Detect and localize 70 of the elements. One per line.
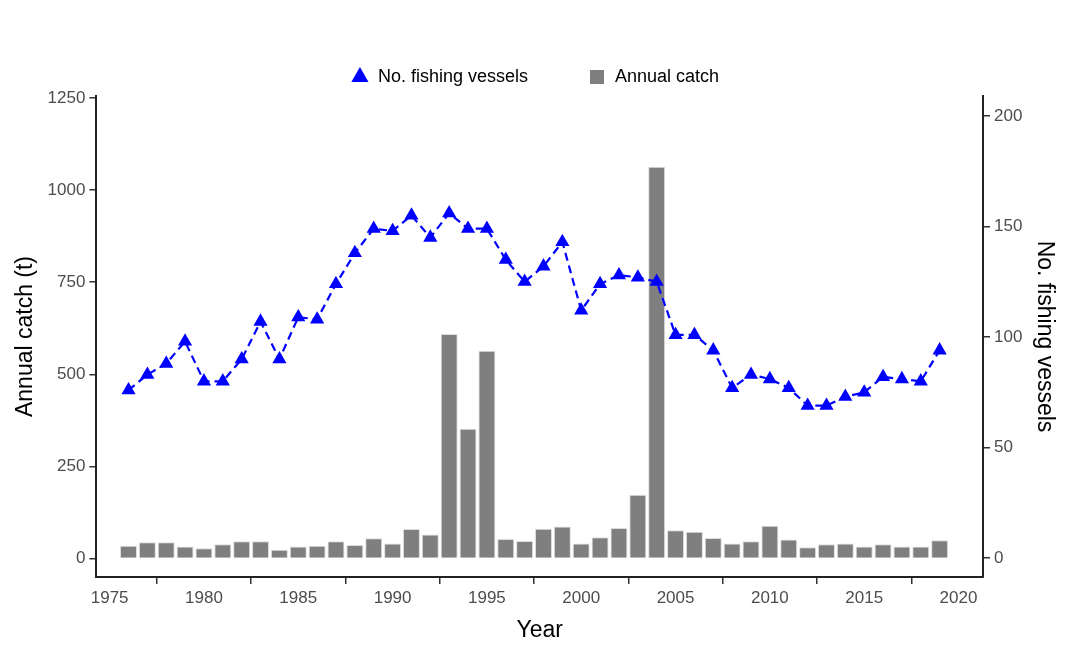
point — [537, 259, 550, 271]
point — [839, 389, 852, 401]
point — [706, 343, 720, 355]
point — [612, 268, 626, 280]
point — [499, 252, 513, 264]
point — [744, 367, 758, 379]
point — [461, 221, 475, 233]
point — [386, 223, 399, 235]
point — [895, 371, 909, 384]
point — [574, 303, 588, 315]
y-tick-label: 250 — [57, 456, 86, 476]
point — [197, 374, 211, 386]
x-tick-label: 2015 — [845, 587, 884, 607]
point — [593, 276, 607, 289]
point — [367, 221, 381, 233]
y2-axis-title: No. fishing vessels — [1032, 240, 1059, 433]
y-tick-label: 750 — [57, 271, 86, 291]
legend-label: No. fishing vessels — [377, 65, 529, 86]
point — [631, 270, 645, 282]
x-tick-label: 1985 — [279, 587, 318, 607]
y2-tick-label: 200 — [994, 105, 1023, 125]
point — [159, 356, 173, 368]
y-tick-label: 1250 — [47, 87, 86, 107]
y2-tick-label: 0 — [994, 547, 1004, 567]
point — [273, 352, 286, 364]
legend-label: Annual catch — [615, 65, 720, 86]
x-tick-label: 1980 — [185, 587, 223, 607]
point — [688, 327, 701, 339]
point — [782, 380, 796, 393]
point — [329, 276, 343, 289]
point — [933, 343, 946, 355]
x-axis-title: Year — [516, 615, 564, 642]
point — [801, 398, 814, 410]
point — [348, 245, 362, 258]
y-axis-title: Annual catch (t) — [11, 255, 38, 418]
y-tick-label: 0 — [75, 548, 86, 568]
point — [725, 380, 739, 393]
point — [254, 314, 267, 326]
point — [518, 274, 531, 286]
point — [424, 230, 437, 242]
point — [820, 398, 833, 410]
x-tick-label: 2000 — [562, 587, 601, 607]
x-tick-label: 1975 — [90, 587, 129, 607]
x-tick-label: 2020 — [939, 587, 978, 607]
point — [480, 221, 494, 233]
point — [857, 385, 871, 397]
y-tick-label: 1000 — [47, 179, 86, 199]
point — [669, 327, 682, 339]
point — [310, 312, 324, 324]
x-tick-label: 1995 — [467, 587, 506, 607]
point — [405, 208, 418, 220]
point — [141, 367, 154, 379]
point — [216, 374, 230, 386]
point — [122, 383, 135, 395]
y-tick-label: 500 — [57, 363, 86, 383]
y2-tick-label: 100 — [994, 326, 1023, 346]
point — [291, 310, 305, 322]
y2-tick-label: 150 — [994, 216, 1023, 236]
point — [650, 274, 663, 286]
point — [235, 352, 248, 364]
point — [178, 334, 192, 346]
point — [442, 206, 456, 218]
x-tick-label: 2010 — [750, 587, 789, 607]
point — [763, 371, 777, 384]
point — [556, 234, 569, 247]
point — [876, 369, 890, 381]
x-tick-label: 1990 — [373, 587, 412, 607]
x-tick-label: 2005 — [656, 587, 695, 607]
y2-tick-label: 50 — [994, 437, 1013, 457]
point — [914, 374, 928, 386]
